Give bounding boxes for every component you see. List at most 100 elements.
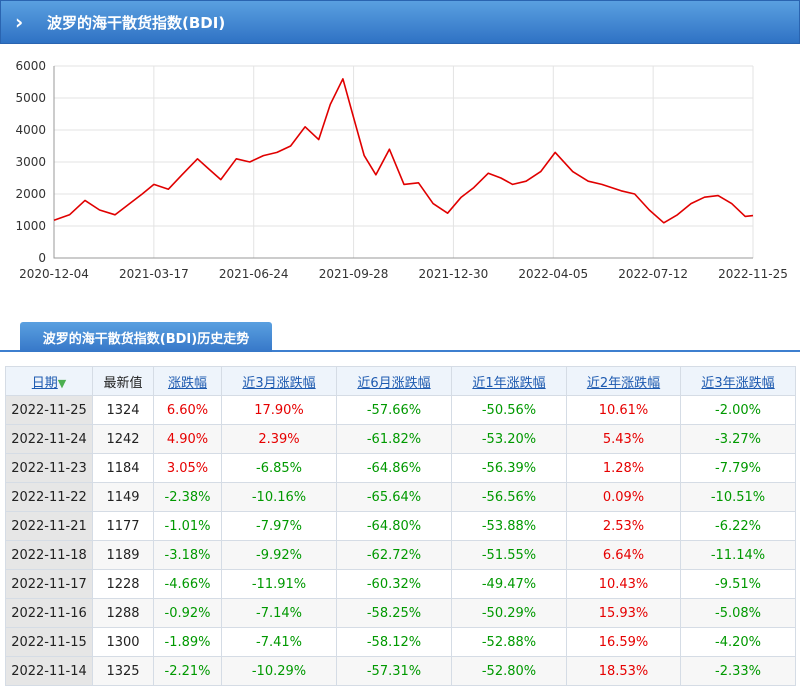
cell-change: 2.39% [221, 424, 337, 454]
table-row: 2022-11-23 1184 3.05% -6.85% -64.86% -56.39% 1… [5, 453, 796, 483]
cell-change: 6.64% [566, 540, 681, 570]
bdi-series-line [53, 77, 754, 224]
cell-change: -58.12% [336, 627, 452, 657]
header-change-3m[interactable]: 近3月涨跌幅 [221, 366, 337, 396]
x-tick-label: 2021-03-17 [119, 267, 189, 281]
cell-date: 2022-11-25 [5, 395, 93, 425]
cell-change: -52.80% [451, 656, 567, 686]
cell-change: -58.25% [336, 598, 452, 628]
cell-change: -9.92% [221, 540, 337, 570]
cell-change: 5.43% [566, 424, 681, 454]
table-header-row: 日期▼ 最新值 涨跌幅 近3月涨跌幅 近6月涨跌幅 近1年涨跌幅 近2年涨跌幅 … [5, 366, 796, 396]
cell-change: 0.09% [566, 482, 681, 512]
cell-change: -4.66% [153, 569, 222, 599]
cell-change: -61.82% [336, 424, 452, 454]
cell-change: -65.64% [336, 482, 452, 512]
cell-change: -57.66% [336, 395, 452, 425]
cell-change: -10.51% [680, 482, 796, 512]
cell-change: -57.31% [336, 656, 452, 686]
header-change-3y[interactable]: 近3年涨跌幅 [680, 366, 796, 396]
cell-latest: 1300 [92, 627, 154, 657]
cell-latest: 1149 [92, 482, 154, 512]
header-change-6m[interactable]: 近6月涨跌幅 [336, 366, 452, 396]
cell-change: 2.53% [566, 511, 681, 541]
cell-date: 2022-11-16 [5, 598, 93, 628]
cell-change: -64.80% [336, 511, 452, 541]
cell-latest: 1228 [92, 569, 154, 599]
cell-change: -7.41% [221, 627, 337, 657]
cell-latest: 1189 [92, 540, 154, 570]
cell-change: -64.86% [336, 453, 452, 483]
cell-change: -5.08% [680, 598, 796, 628]
header-latest: 最新值 [92, 366, 154, 396]
y-tick-label: 6000 [15, 59, 46, 73]
cell-change: -2.21% [153, 656, 222, 686]
y-tick-label: 2000 [15, 187, 46, 201]
cell-date: 2022-11-14 [5, 656, 93, 686]
history-table: 日期▼ 最新值 涨跌幅 近3月涨跌幅 近6月涨跌幅 近1年涨跌幅 近2年涨跌幅 … [5, 366, 796, 686]
cell-change: 15.93% [566, 598, 681, 628]
cell-change: 10.61% [566, 395, 681, 425]
table-row: 2022-11-15 1300 -1.89% -7.41% -58.12% -52.88%… [5, 627, 796, 657]
header-bar: › 波罗的海干散货指数(BDI) [0, 0, 800, 44]
header-change[interactable]: 涨跌幅 [153, 366, 222, 396]
cell-change: -10.16% [221, 482, 337, 512]
cell-latest: 1325 [92, 656, 154, 686]
cell-change: -2.33% [680, 656, 796, 686]
cell-change: -1.89% [153, 627, 222, 657]
cell-change: -52.88% [451, 627, 567, 657]
table-row: 2022-11-25 1324 6.60% 17.90% -57.66% -50.56% 1… [5, 395, 796, 425]
header-change-1y[interactable]: 近1年涨跌幅 [451, 366, 567, 396]
header-change-2y[interactable]: 近2年涨跌幅 [566, 366, 681, 396]
y-tick-label: 5000 [15, 91, 46, 105]
table-row: 2022-11-17 1228 -4.66% -11.91% -60.32% -49.47… [5, 569, 796, 599]
y-tick-label: 1000 [15, 219, 46, 233]
cell-latest: 1242 [92, 424, 154, 454]
y-tick-label: 0 [38, 251, 46, 265]
table-row: 2022-11-18 1189 -3.18% -9.92% -62.72% -51.55%… [5, 540, 796, 570]
cell-latest: 1288 [92, 598, 154, 628]
table-row: 2022-11-16 1288 -0.92% -7.14% -58.25% -50.29%… [5, 598, 796, 628]
table-row: 2022-11-21 1177 -1.01% -7.97% -64.80% -53.88%… [5, 511, 796, 541]
cell-change: -62.72% [336, 540, 452, 570]
cell-change: -53.88% [451, 511, 567, 541]
cell-latest: 1184 [92, 453, 154, 483]
page-title: 波罗的海干散货指数(BDI) [47, 13, 226, 32]
cell-change: 3.05% [153, 453, 222, 483]
cell-change: -6.22% [680, 511, 796, 541]
cell-change: -7.14% [221, 598, 337, 628]
table-row: 2022-11-22 1149 -2.38% -10.16% -65.64% -56.56… [5, 482, 796, 512]
table-row: 2022-11-14 1325 -2.21% -10.29% -57.31% -52.80… [5, 656, 796, 686]
cell-change: -49.47% [451, 569, 567, 599]
cell-change: -11.14% [680, 540, 796, 570]
cell-change: -2.00% [680, 395, 796, 425]
cell-change: -3.27% [680, 424, 796, 454]
cell-change: -53.20% [451, 424, 567, 454]
cell-change: 17.90% [221, 395, 337, 425]
x-tick-label: 2022-07-12 [618, 267, 688, 281]
cell-change: 1.28% [566, 453, 681, 483]
cell-change: -50.29% [451, 598, 567, 628]
cell-change: -0.92% [153, 598, 222, 628]
cell-change: -51.55% [451, 540, 567, 570]
y-tick-label: 4000 [15, 123, 46, 137]
cell-latest: 1177 [92, 511, 154, 541]
chart-axes [53, 66, 753, 259]
cell-change: 6.60% [153, 395, 222, 425]
cell-change: -7.97% [221, 511, 337, 541]
x-tick-label: 2021-06-24 [219, 267, 289, 281]
cell-change: -56.39% [451, 453, 567, 483]
cell-change: 16.59% [566, 627, 681, 657]
tab-bar: 波罗的海干散货指数(BDI)历史走势 [0, 322, 800, 352]
sort-down-icon[interactable]: ▼ [57, 376, 67, 390]
cell-latest: 1324 [92, 395, 154, 425]
cell-change: -6.85% [221, 453, 337, 483]
cell-change: -3.18% [153, 540, 222, 570]
header-date[interactable]: 日期▼ [5, 366, 93, 396]
cell-change: -2.38% [153, 482, 222, 512]
tab-bdi-history[interactable]: 波罗的海干散货指数(BDI)历史走势 [20, 322, 272, 352]
cell-date: 2022-11-24 [5, 424, 93, 454]
cell-date: 2022-11-18 [5, 540, 93, 570]
cell-date: 2022-11-15 [5, 627, 93, 657]
chevron-right-icon[interactable]: › [15, 10, 24, 34]
